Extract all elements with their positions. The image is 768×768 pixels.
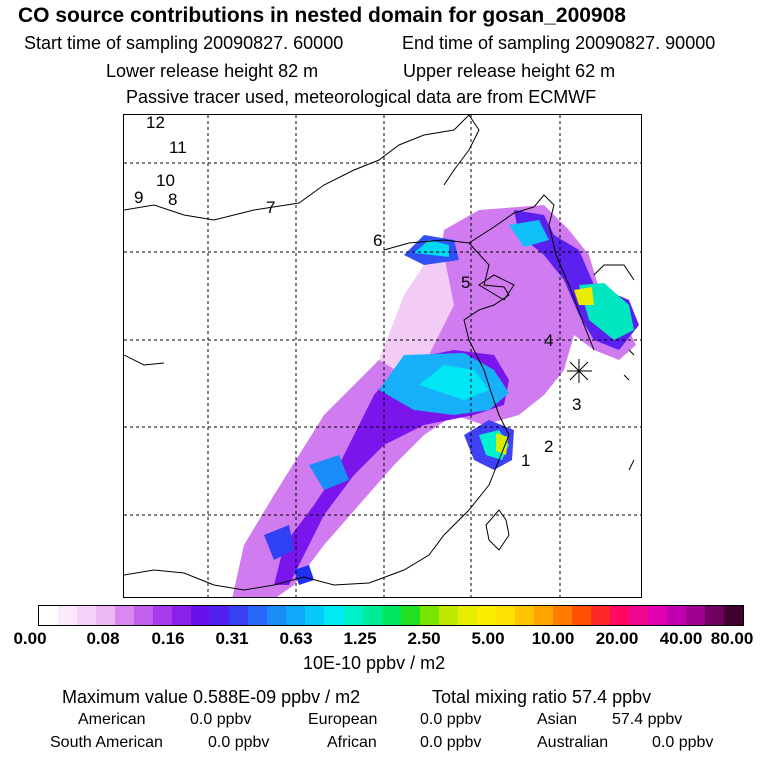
lower-height-text: Lower release height 82 m bbox=[106, 61, 319, 81]
colorbar-segment bbox=[476, 606, 496, 625]
colorbar-segment bbox=[457, 606, 477, 625]
african-label: African bbox=[327, 734, 377, 751]
colorbar-tick: 5.00 bbox=[471, 629, 505, 648]
colorbar-segment bbox=[77, 606, 97, 625]
colorbar-tick: 0.08 bbox=[86, 629, 120, 648]
south-american-label: South American bbox=[50, 734, 163, 751]
asian-label: Asian bbox=[537, 711, 578, 728]
european-value: 0.0 ppbv bbox=[420, 711, 482, 728]
australian-value: 0.0 ppbv bbox=[652, 734, 714, 751]
colorbar-segment bbox=[571, 606, 591, 625]
colorbar-segment bbox=[400, 606, 420, 625]
map-label-5: 5 bbox=[461, 273, 471, 292]
upper-height-text: Upper release height 62 m bbox=[403, 61, 616, 81]
colorbar-segment bbox=[495, 606, 515, 625]
south-american-value: 0.0 ppbv bbox=[208, 734, 270, 751]
colorbar-segment bbox=[514, 606, 534, 625]
lat-lon-grid bbox=[124, 115, 641, 597]
colorbar-segment bbox=[58, 606, 78, 625]
map-label-9: 9 bbox=[134, 188, 144, 207]
colorbar-segment bbox=[248, 606, 268, 625]
colorbar-tick: 20.00 bbox=[595, 629, 639, 648]
plume-light-west bbox=[379, 255, 454, 375]
map-label-12: 12 bbox=[146, 114, 165, 132]
plot-title: CO source contributions in nested domain… bbox=[18, 4, 626, 27]
colorbar-units: 10E-10 ppbv / m2 bbox=[303, 653, 446, 673]
asian-value: 57.4 ppbv bbox=[612, 711, 683, 728]
african-value: 0.0 ppbv bbox=[420, 734, 482, 751]
american-value: 0.0 ppbv bbox=[190, 711, 252, 728]
map-label-6: 6 bbox=[373, 231, 383, 250]
map-label-3: 3 bbox=[572, 395, 582, 414]
map-label-2: 2 bbox=[544, 437, 554, 456]
colorbar-segment bbox=[229, 606, 249, 625]
colorbar-segment bbox=[686, 606, 706, 625]
map-label-11: 11 bbox=[169, 138, 187, 157]
colorbar-segment bbox=[609, 606, 629, 625]
colorbar-segment bbox=[419, 606, 439, 625]
tracer-note-text: Passive tracer used, meteorological data… bbox=[126, 87, 597, 107]
map-graphic bbox=[124, 115, 641, 597]
colorbar-segment bbox=[648, 606, 668, 625]
colorbar-segment bbox=[724, 606, 744, 625]
colorbar-segment bbox=[343, 606, 363, 625]
colorbar-tick: 0.16 bbox=[151, 629, 185, 648]
colorbar-segment bbox=[667, 606, 687, 625]
plume-south-tip bbox=[294, 565, 314, 585]
colorbar-segment bbox=[533, 606, 553, 625]
map-label-4: 4 bbox=[544, 331, 554, 350]
colorbar-tick: 80.00 bbox=[710, 629, 754, 648]
map-label-8: 8 bbox=[168, 190, 178, 209]
colorbar-segment bbox=[590, 606, 610, 625]
colorbar-segment bbox=[362, 606, 382, 625]
colorbar-segment bbox=[324, 606, 344, 625]
plume-korea-hot bbox=[574, 287, 594, 305]
map-panel: 1 2 3 4 5 6 7 8 9 10 11 12 bbox=[123, 114, 642, 598]
colorbar-segment bbox=[381, 606, 401, 625]
plume-south-blob2 bbox=[264, 525, 294, 560]
colorbar-segment bbox=[628, 606, 648, 625]
max-value-text: Maximum value 0.588E-09 ppbv / m2 bbox=[62, 687, 361, 707]
map-label-7: 7 bbox=[266, 198, 276, 217]
colorbar bbox=[38, 605, 744, 626]
colorbar-segment bbox=[286, 606, 306, 625]
colorbar-tick: 2.50 bbox=[407, 629, 441, 648]
colorbar-segment bbox=[552, 606, 572, 625]
colorbar-tick: 1.25 bbox=[343, 629, 377, 648]
gosan-site-marker bbox=[567, 359, 592, 383]
plume-korea-north-cyan bbox=[509, 220, 549, 247]
european-label: European bbox=[308, 711, 378, 728]
plume-shanghai-hot bbox=[496, 433, 508, 455]
colorbar-segment bbox=[115, 606, 135, 625]
colorbar-segment bbox=[210, 606, 230, 625]
colorbar-segment bbox=[705, 606, 725, 625]
map-label-10: 10 bbox=[156, 171, 175, 190]
colorbar-tick: 0.31 bbox=[215, 629, 249, 648]
end-time-text: End time of sampling 20090827. 90000 bbox=[402, 33, 716, 53]
colorbar-tick: 0.63 bbox=[279, 629, 313, 648]
coastlines bbox=[124, 115, 635, 591]
colorbar-segment bbox=[134, 606, 154, 625]
plume-south-blob bbox=[309, 455, 349, 490]
colorbar-segment bbox=[172, 606, 192, 625]
american-label: American bbox=[78, 711, 146, 728]
colorbar-tick: 0.00 bbox=[13, 629, 47, 648]
colorbar-segment bbox=[305, 606, 325, 625]
total-mixing-text: Total mixing ratio 57.4 ppbv bbox=[432, 687, 652, 707]
australian-label: Australian bbox=[537, 734, 609, 751]
colorbar-segment bbox=[267, 606, 287, 625]
colorbar-tick: 10.00 bbox=[531, 629, 575, 648]
colorbar-segment bbox=[153, 606, 173, 625]
colorbar-segment bbox=[96, 606, 116, 625]
colorbar-segment bbox=[438, 606, 458, 625]
colorbar-segment bbox=[191, 606, 211, 625]
start-time-text: Start time of sampling 20090827. 60000 bbox=[24, 33, 344, 53]
colorbar-tick: 40.00 bbox=[659, 629, 703, 648]
colorbar-segment bbox=[39, 606, 59, 625]
map-label-1: 1 bbox=[521, 451, 531, 470]
plume-north-cyan bbox=[414, 240, 449, 257]
